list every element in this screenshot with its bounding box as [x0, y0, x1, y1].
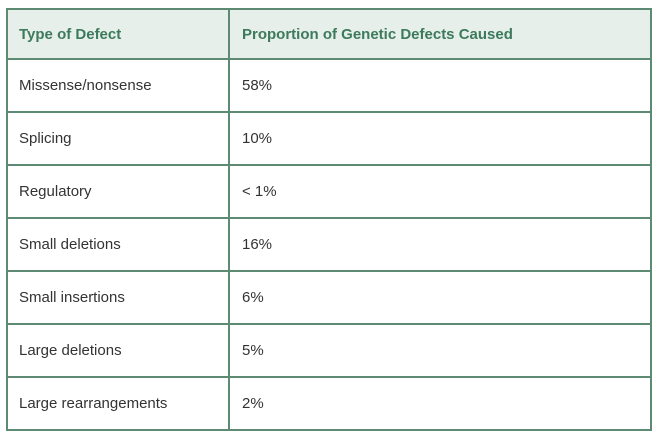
- table-header: Type of Defect Proportion of Genetic Def…: [6, 8, 652, 60]
- column-header-type-of-defect: Type of Defect: [6, 8, 230, 60]
- defect-type-cell: Small deletions: [6, 217, 230, 272]
- defect-type-cell: Regulatory: [6, 164, 230, 219]
- table-row: Large deletions 5%: [6, 323, 652, 378]
- table-row: Missense/nonsense 58%: [6, 58, 652, 113]
- proportion-cell: < 1%: [228, 164, 652, 219]
- defect-type-cell: Splicing: [6, 111, 230, 166]
- column-header-proportion: Proportion of Genetic Defects Caused: [228, 8, 652, 60]
- proportion-cell: 10%: [228, 111, 652, 166]
- table-row: Small insertions 6%: [6, 270, 652, 325]
- proportion-cell: 58%: [228, 58, 652, 113]
- table-row: Small deletions 16%: [6, 217, 652, 272]
- proportion-cell: 2%: [228, 376, 652, 431]
- defect-type-cell: Large rearrangements: [6, 376, 230, 431]
- table-row: Regulatory < 1%: [6, 164, 652, 219]
- proportion-cell: 5%: [228, 323, 652, 378]
- genetic-defects-table: Type of Defect Proportion of Genetic Def…: [6, 8, 652, 431]
- defect-type-cell: Small insertions: [6, 270, 230, 325]
- proportion-cell: 6%: [228, 270, 652, 325]
- table-header-row: Type of Defect Proportion of Genetic Def…: [6, 8, 652, 60]
- table-row: Large rearrangements 2%: [6, 376, 652, 431]
- table-body: Missense/nonsense 58% Splicing 10% Regul…: [6, 58, 652, 431]
- table-row: Splicing 10%: [6, 111, 652, 166]
- defect-type-cell: Missense/nonsense: [6, 58, 230, 113]
- defect-type-cell: Large deletions: [6, 323, 230, 378]
- proportion-cell: 16%: [228, 217, 652, 272]
